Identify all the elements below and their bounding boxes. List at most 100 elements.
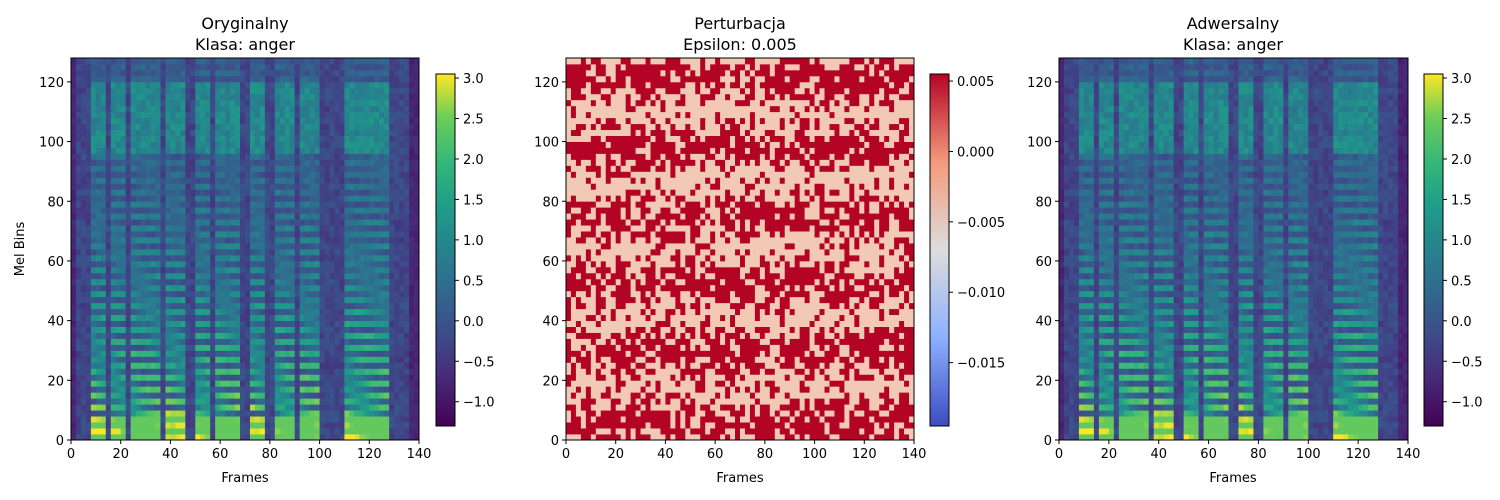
colorbar [435, 73, 456, 427]
panel-title-line2: Epsilon: 0.005 [683, 35, 797, 54]
y-tick-label: 40 [47, 315, 64, 330]
y-axis-ticks: 0 20 40 60 80 100 120 [534, 76, 566, 449]
y-tick-label: 0 [551, 434, 559, 449]
colorbar-tick-label: 2.0 [1451, 153, 1472, 168]
y-tick-label: 40 [542, 315, 559, 330]
x-tick-label: 0 [562, 447, 570, 462]
colorbar-tick-label: −1.0 [463, 396, 495, 411]
y-tick-label: 60 [542, 255, 559, 270]
x-tick-label: 100 [1296, 447, 1321, 462]
x-tick-label: 40 [1150, 447, 1167, 462]
colorbar-tick-label: 1.5 [463, 193, 484, 208]
y-tick-label: 80 [1035, 195, 1052, 210]
colorbar-tick-label: 3.0 [463, 72, 484, 87]
colorbar-tick-label: 3.0 [1451, 72, 1472, 87]
colorbar [929, 73, 950, 427]
heatmap-perturbation [566, 58, 915, 441]
colorbar-tick-label: −0.5 [463, 355, 495, 370]
x-tick-label: 0 [67, 447, 75, 462]
heatmap-original [71, 58, 420, 441]
x-tick-label: 60 [212, 447, 229, 462]
y-tick-label: 60 [1035, 255, 1052, 270]
x-tick-label: 140 [1396, 447, 1421, 462]
x-axis-ticks: 0 20 40 60 80 100 120 140 [1055, 440, 1421, 462]
y-tick-label: 80 [542, 195, 559, 210]
y-axis-ticks: 0 20 40 60 80 100 120 [1027, 76, 1059, 449]
y-tick-label: 80 [47, 195, 64, 210]
colorbar-ticks: −0.015 −0.010 −0.005 0.000 0.005 [949, 75, 1005, 372]
y-tick-label: 100 [534, 136, 559, 151]
colorbar-tick-label: −0.005 [957, 216, 1005, 231]
colorbar [1423, 73, 1444, 427]
colorbar-tick-label: −1.0 [1451, 396, 1483, 411]
colorbar-tick-label: −0.015 [957, 357, 1005, 372]
y-tick-label: 20 [542, 374, 559, 389]
x-tick-label: 20 [607, 447, 624, 462]
colorbar-tick-label: 1.0 [1451, 234, 1472, 249]
y-axis-ticks: 0 20 40 60 80 100 120 [39, 76, 71, 449]
colorbar-tick-label: 0.0 [463, 315, 484, 330]
x-tick-label: 40 [657, 447, 674, 462]
axes-frame [565, 57, 915, 441]
x-tick-label: 120 [1346, 447, 1371, 462]
colorbar-tick-label: 2.0 [463, 153, 484, 168]
heatmap-adversarial [1059, 58, 1409, 441]
panel-original: Oryginalny Klasa: anger 0 20 40 60 80 100 120 1… [13, 14, 495, 486]
x-tick-label: 20 [112, 447, 129, 462]
colorbar-tick-label: 0.0 [1451, 315, 1472, 330]
colorbar-tick-label: −0.5 [1451, 355, 1483, 370]
x-tick-label: 100 [802, 447, 827, 462]
axes-frame [70, 57, 420, 441]
colorbar-tick-label: 2.5 [1451, 113, 1472, 128]
y-tick-label: 20 [47, 374, 64, 389]
colorbar-tick-label: 1.5 [1451, 193, 1472, 208]
x-tick-label: 80 [262, 447, 279, 462]
y-tick-label: 100 [1027, 136, 1052, 151]
x-tick-label: 60 [707, 447, 724, 462]
x-tick-label: 60 [1200, 447, 1217, 462]
x-tick-label: 100 [307, 447, 332, 462]
y-tick-label: 60 [47, 255, 64, 270]
colorbar-tick-label: 0.000 [957, 145, 994, 160]
colorbar-tick-label: 1.0 [463, 234, 484, 249]
x-tick-label: 40 [162, 447, 179, 462]
x-axis-ticks: 0 20 40 60 80 100 120 140 [562, 440, 927, 462]
y-tick-label: 0 [56, 434, 64, 449]
y-tick-label: 120 [39, 76, 64, 91]
colorbar-tick-label: 0.005 [957, 75, 994, 90]
panel-title-line2: Klasa: anger [195, 35, 295, 54]
x-tick-label: 80 [1250, 447, 1267, 462]
panel-title-line1: Oryginalny [201, 14, 288, 33]
colorbar-tick-label: 0.5 [463, 274, 484, 289]
y-tick-label: 40 [1035, 315, 1052, 330]
axes-frame [1058, 57, 1409, 441]
colorbar-tick-label: 0.5 [1451, 274, 1472, 289]
x-tick-label: 120 [852, 447, 877, 462]
x-axis-label: Frames [221, 471, 269, 486]
y-tick-label: 120 [534, 76, 559, 91]
x-axis-ticks: 0 20 40 60 80 100 120 140 [67, 440, 432, 462]
panel-title-line1: Perturbacja [694, 14, 786, 33]
panel-title-line2: Klasa: anger [1183, 35, 1283, 54]
x-axis-label: Frames [716, 471, 764, 486]
colorbar-tick-label: −0.010 [957, 286, 1005, 301]
x-tick-label: 120 [357, 447, 382, 462]
colorbar-ticks: −1.0 −0.5 0.0 0.5 1.0 1.5 2.0 2.5 3.0 [1443, 72, 1483, 411]
x-axis-label: Frames [1209, 471, 1257, 486]
y-tick-label: 100 [39, 136, 64, 151]
x-tick-label: 0 [1055, 447, 1063, 462]
x-tick-label: 20 [1101, 447, 1118, 462]
x-tick-label: 140 [407, 447, 432, 462]
colorbar-tick-label: 2.5 [463, 113, 484, 128]
x-tick-label: 80 [757, 447, 774, 462]
y-axis-label: Mel Bins [13, 222, 28, 277]
y-tick-label: 0 [1044, 434, 1052, 449]
y-tick-label: 20 [1035, 374, 1052, 389]
colorbar-ticks: −1.0 −0.5 0.0 0.5 1.0 1.5 2.0 2.5 3.0 [455, 72, 495, 411]
panel-perturbation: Perturbacja Epsilon: 0.005 0 20 40 60 80 100 1… [534, 14, 1005, 486]
y-tick-label: 120 [1027, 76, 1052, 91]
x-tick-label: 140 [902, 447, 927, 462]
panel-adversarial: Adwersalny Klasa: anger 0 20 40 60 80 100 120 1… [1027, 14, 1482, 486]
panel-title-line1: Adwersalny [1187, 14, 1280, 33]
